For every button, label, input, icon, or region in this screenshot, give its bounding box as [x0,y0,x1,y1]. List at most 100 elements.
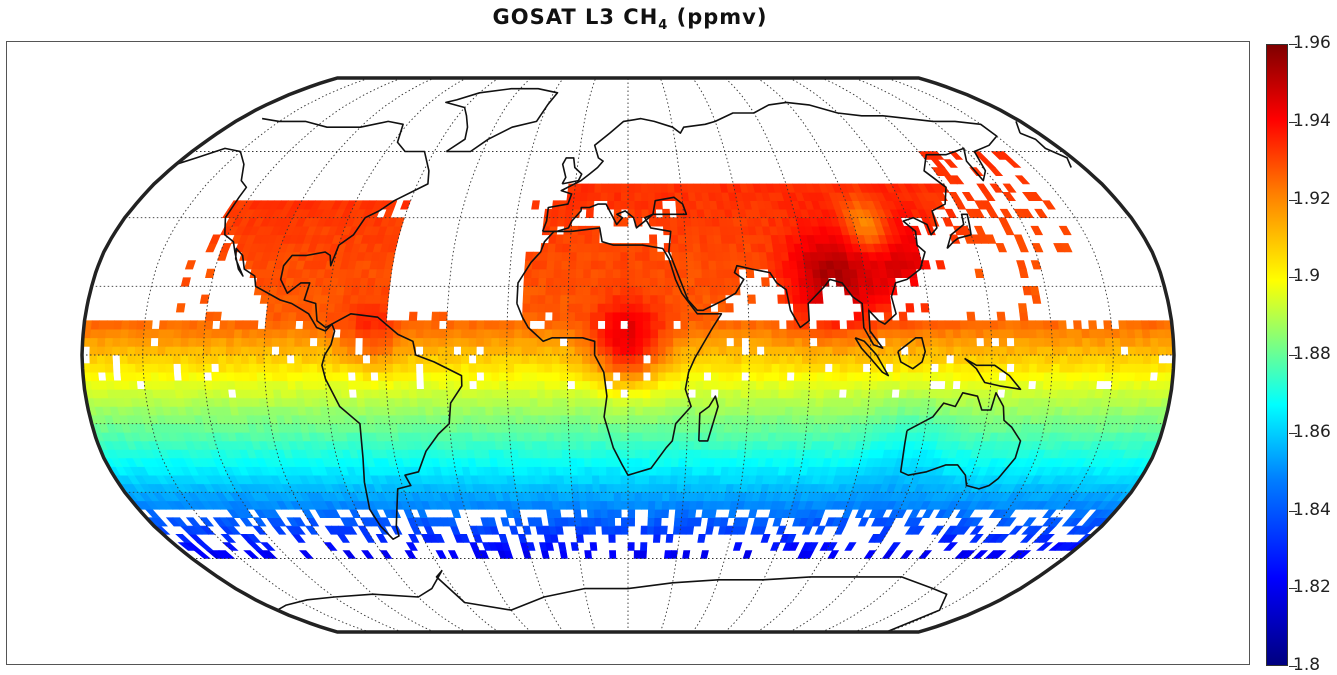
ch4-cell [378,389,388,399]
ch4-cell [620,192,629,201]
ch4-cell [702,286,711,296]
ch4-cell [306,517,320,527]
ch4-cell [777,397,787,407]
ch4-cell [857,277,867,287]
ch4-cell [555,525,564,535]
ch4-cell [716,268,725,278]
ch4-cell [685,457,694,467]
ch4-cell [975,328,985,339]
ch4-cell [755,389,765,399]
ch4-cell [220,389,230,399]
ch4-cell [798,277,808,287]
ch4-cell [361,550,375,559]
ch4-cell [665,346,674,356]
ch4-cell [771,380,780,390]
ch4-cell [682,500,691,510]
ch4-cell [1073,380,1082,390]
ch4-cell [792,303,802,313]
ch4-cell [380,517,392,527]
ch4-cell [635,406,644,416]
ch4-cell [711,217,721,227]
ch4-cell [620,260,629,270]
ch4-cell [967,380,977,390]
ch4-cell [640,183,649,193]
ch4-cell [433,534,445,543]
ch4-cell [362,328,372,339]
ch4-cell [343,286,353,296]
ch4-cell [310,380,319,390]
ch4-cell [385,380,395,390]
ch4-cell [530,286,539,296]
ch4-cell [339,371,349,382]
ch4-cell [793,389,802,399]
ch4-cell [210,346,220,356]
ch4-cell [438,311,448,321]
ch4-cell [589,389,599,399]
ch4-cell [739,517,749,527]
ch4-cell [710,371,720,382]
ch4-cell [445,354,455,364]
ch4-cell [539,440,548,450]
ch4-cell [396,423,406,433]
ch4-cell [549,225,558,236]
ch4-cell [847,337,856,347]
ch4-cell [600,517,609,527]
ch4-cell [658,337,667,347]
ch4-cell [671,440,681,450]
ch4-cell [459,534,471,543]
ch4-cell [423,328,432,339]
ch4-cell [762,397,772,407]
ch4-cell [583,268,592,278]
ch4-cell [112,337,121,347]
ch4-cell [575,268,585,278]
ch4-cell [574,337,583,347]
ch4-cell [1059,354,1069,364]
ch4-cell [587,183,596,193]
ch4-cell [826,432,836,442]
ch4-cell [438,371,447,382]
ch4-cell [423,371,432,382]
ch4-cell [937,371,947,382]
ch4-cell [730,432,740,442]
ch4-cell [634,183,642,193]
ch4-cell [279,380,289,390]
ch4-cell [715,251,724,261]
ch4-cell [826,268,836,278]
ch4-cell [904,406,914,416]
ch4-cell [589,363,598,373]
ch4-cell [671,449,680,459]
ch4-cell [658,363,667,373]
ch4-cell [142,346,151,356]
ch4-cell [134,354,144,364]
ch4-cell [836,414,846,424]
ch4-cell [506,389,516,399]
ch4-cell [835,423,845,433]
ch4-cell [1096,371,1106,382]
ch4-cell [824,354,834,364]
ch4-cell [412,432,422,442]
ch4-cell [995,243,1008,253]
ch4-cell [635,320,644,330]
ch4-cell [640,525,649,535]
ch4-cell [899,550,914,559]
ch4-cell [287,320,297,330]
ch4-cell [914,380,924,390]
ch4-cell [613,466,622,476]
ch4-cell [945,371,954,382]
ch4-cell [729,251,739,261]
ch4-cell [634,200,643,210]
ch4-cell [580,183,589,193]
ch4-cell [203,337,212,347]
ch4-cell [318,311,328,321]
ch4-cell [590,414,599,424]
ch4-cell [316,337,326,347]
ch4-cell [642,406,651,416]
ch4-cell [1033,397,1043,407]
ch4-cell [409,397,419,407]
ch4-cell [851,414,861,424]
ch4-cell [650,294,659,304]
ch4-cell [1035,371,1045,382]
ch4-cell [649,260,658,270]
ch4-cell [997,217,1011,227]
ch4-cell [733,363,743,373]
